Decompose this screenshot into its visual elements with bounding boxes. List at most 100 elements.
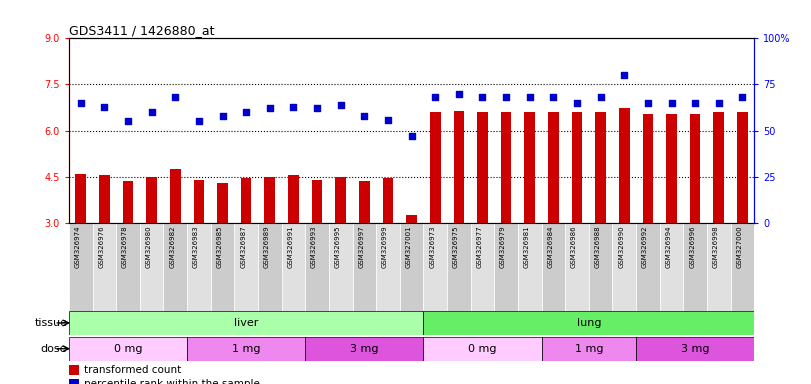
Bar [288, 175, 298, 223]
Bar [92, 223, 116, 311]
Bar [99, 175, 109, 223]
Text: GSM326977: GSM326977 [477, 225, 483, 268]
Text: GSM327000: GSM327000 [736, 225, 742, 268]
Bar [69, 223, 92, 311]
Text: GSM326988: GSM326988 [594, 225, 601, 268]
Bar [211, 223, 234, 311]
Text: GDS3411 / 1426880_at: GDS3411 / 1426880_at [69, 24, 214, 37]
Bar [636, 223, 659, 311]
Point [594, 94, 607, 101]
Point [287, 104, 300, 110]
Point [453, 91, 466, 97]
Bar [542, 223, 565, 311]
Bar [684, 223, 707, 311]
Bar [453, 111, 464, 223]
Bar [376, 223, 400, 311]
Text: GSM326980: GSM326980 [146, 225, 152, 268]
Bar [642, 114, 653, 223]
Point [75, 100, 88, 106]
Bar [305, 337, 423, 361]
Bar [714, 112, 724, 223]
Bar [69, 311, 423, 335]
Point [642, 100, 654, 106]
Bar [400, 223, 423, 311]
Bar [612, 223, 636, 311]
Text: GSM326995: GSM326995 [335, 225, 341, 268]
Point [311, 105, 324, 111]
Bar [477, 112, 487, 223]
Bar [383, 178, 393, 223]
Text: GSM326998: GSM326998 [713, 225, 719, 268]
Bar [146, 177, 157, 223]
Bar [430, 112, 440, 223]
Text: GSM326991: GSM326991 [287, 225, 294, 268]
Text: GSM326985: GSM326985 [217, 225, 222, 268]
Text: GSM326982: GSM326982 [169, 225, 175, 268]
Text: GSM326981: GSM326981 [524, 225, 530, 268]
Bar [258, 223, 281, 311]
Bar [116, 223, 139, 311]
Point [381, 116, 394, 122]
Bar [353, 223, 376, 311]
Text: GSM326973: GSM326973 [429, 225, 436, 268]
Text: tissue: tissue [34, 318, 67, 328]
Bar [217, 183, 228, 223]
Point [216, 113, 229, 119]
Bar [139, 223, 164, 311]
Bar [187, 337, 305, 361]
Text: GSM326986: GSM326986 [571, 225, 577, 268]
Bar [69, 365, 79, 375]
Text: GSM326975: GSM326975 [453, 225, 459, 268]
Point [429, 94, 442, 101]
Bar [636, 337, 754, 361]
Bar [666, 114, 677, 223]
Bar [494, 223, 518, 311]
Bar [329, 223, 353, 311]
Text: 0 mg: 0 mg [114, 344, 142, 354]
Text: GSM326996: GSM326996 [689, 225, 695, 268]
Bar [170, 169, 181, 223]
Point [547, 94, 560, 101]
Bar [548, 112, 559, 223]
Bar [406, 215, 417, 223]
Point [145, 109, 158, 115]
Point [264, 105, 277, 111]
Text: GSM326992: GSM326992 [642, 225, 648, 268]
Text: GSM326984: GSM326984 [547, 225, 553, 268]
Text: GSM326990: GSM326990 [618, 225, 624, 268]
Bar [659, 223, 684, 311]
Bar [572, 112, 582, 223]
Text: GSM327001: GSM327001 [406, 225, 411, 268]
Bar [187, 223, 211, 311]
Text: GSM326993: GSM326993 [311, 225, 317, 268]
Bar [305, 223, 329, 311]
Bar [336, 177, 346, 223]
Point [169, 94, 182, 101]
Point [192, 118, 205, 124]
Bar [281, 223, 305, 311]
Point [736, 94, 749, 101]
Text: GSM326976: GSM326976 [98, 225, 105, 268]
Bar [194, 180, 204, 223]
Point [122, 118, 135, 124]
Bar [264, 177, 275, 223]
Bar [500, 112, 512, 223]
Text: GSM326997: GSM326997 [358, 225, 364, 268]
Text: GSM326974: GSM326974 [75, 225, 81, 268]
Point [334, 102, 347, 108]
Bar [470, 223, 494, 311]
Bar [447, 223, 470, 311]
Text: GSM326994: GSM326994 [666, 225, 672, 268]
Point [240, 109, 253, 115]
Text: GSM326987: GSM326987 [240, 225, 247, 268]
Bar [359, 181, 370, 223]
Bar [518, 223, 542, 311]
Text: 1 mg: 1 mg [232, 344, 260, 354]
Text: GSM326983: GSM326983 [193, 225, 199, 268]
Text: 3 mg: 3 mg [350, 344, 379, 354]
Bar [690, 114, 701, 223]
Text: 0 mg: 0 mg [468, 344, 496, 354]
Point [665, 100, 678, 106]
Text: 1 mg: 1 mg [574, 344, 603, 354]
Text: GSM326989: GSM326989 [264, 225, 270, 268]
